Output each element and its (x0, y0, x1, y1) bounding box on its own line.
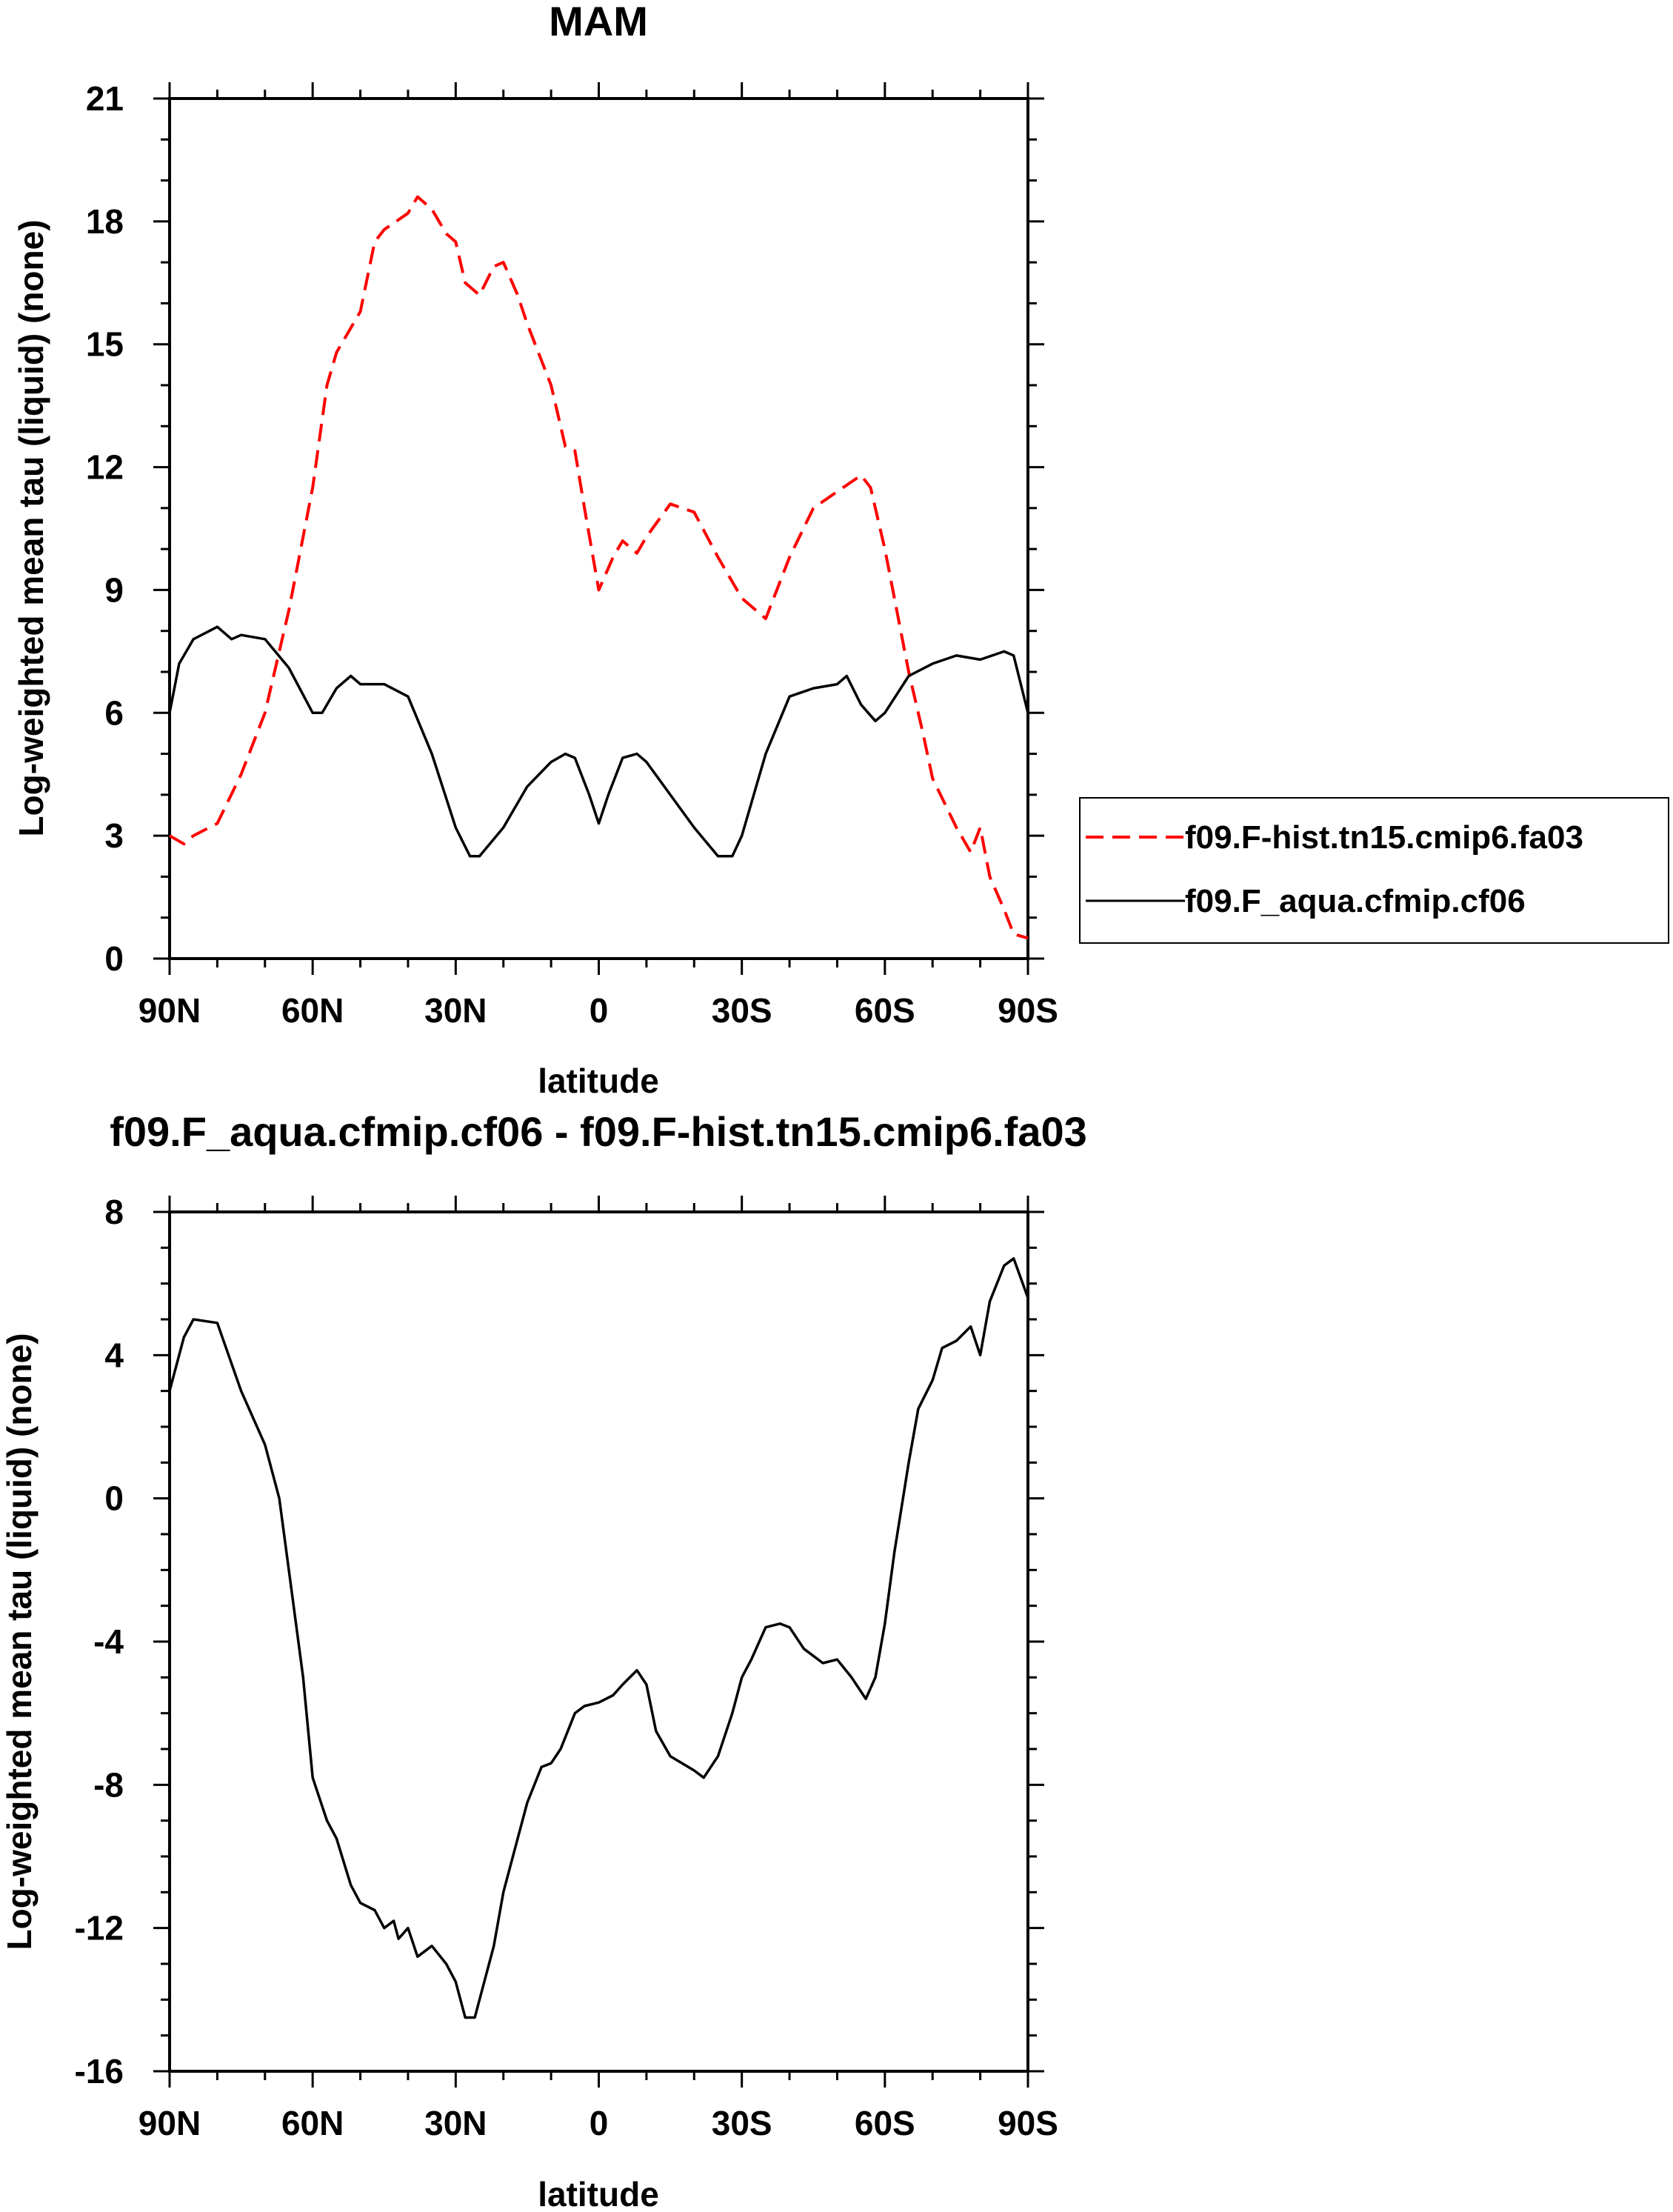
y-tick-label: -8 (93, 1765, 124, 1804)
y-tick-label: 3 (104, 816, 124, 855)
y-tick-label: 9 (104, 570, 124, 609)
y-tick-label: 12 (86, 448, 124, 487)
y-tick-label: 0 (104, 939, 124, 978)
y-tick-label: 8 (104, 1193, 124, 1231)
x-tick-label: 30N (424, 2104, 487, 2142)
x-tick-label: 90N (138, 2104, 201, 2142)
y-tick-label: -4 (93, 1622, 124, 1661)
y-tick-label: 15 (86, 325, 124, 364)
legend-box (1079, 797, 1669, 944)
top-plot-frame (168, 97, 1029, 960)
y-tick-label: -16 (75, 2052, 124, 2091)
legend-label-fa03: f09.F-hist.tn15.cmip6.fa03 (1185, 819, 1583, 856)
x-tick-label: 60S (855, 2104, 915, 2142)
x-tick-label: 0 (590, 2104, 609, 2142)
x-tick-label: 0 (590, 991, 609, 1030)
x-tick-label: 90S (998, 991, 1058, 1030)
y-tick-label: 4 (104, 1336, 124, 1374)
bottom-series-difference (168, 1257, 1029, 2019)
x-tick-label: 30S (712, 991, 772, 1030)
x-tick-label: 60N (281, 2104, 344, 2142)
top-plot-title: MAM (549, 0, 648, 44)
y-tick-label: 21 (86, 79, 124, 118)
bottom-y-axis-title: Log-weighted mean tau (liquid) (none) (0, 1333, 39, 1950)
bottom-x-axis-title: latitude (538, 2175, 659, 2212)
top-series-f09-f-hist-tn15-cmip6-fa03 (169, 195, 1029, 940)
x-tick-label: 30N (424, 991, 487, 1030)
bottom-plot: 90N 60N 30N 0 30S 60S 90S -16 -12 -8 -4 0 4 8 (75, 1193, 1058, 2142)
y-tick-label: 0 (104, 1479, 124, 1518)
y-tick-label: 6 (104, 693, 124, 732)
bottom-plot-title: f09.F_aqua.cfmip.cf06 - f09.F-hist.tn15.… (110, 1108, 1087, 1155)
x-tick-label: 60N (281, 991, 344, 1030)
top-y-axis-title: Log-weighted mean tau (liquid) (none) (12, 219, 50, 836)
x-tick-label: 30S (712, 2104, 772, 2142)
x-tick-label: 60S (855, 991, 915, 1030)
x-tick-label: 90S (998, 2104, 1058, 2142)
legend-label-cf06: f09.F_aqua.cfmip.cf06 (1185, 883, 1526, 919)
x-tick-label: 90N (138, 991, 201, 1030)
top-plot: 90N 60N 30N 0 30S 60S 90S 0 3 6 9 12 15 18 21 (86, 79, 1058, 1030)
y-tick-label: -12 (75, 1909, 124, 1948)
top-x-axis-title: latitude (538, 1062, 659, 1100)
top-series-f09-f-aqua-cfmip-cf06 (168, 625, 1029, 858)
y-tick-label: 18 (86, 202, 124, 241)
legend: f09.F-hist.tn15.cmip6.fa03 f09.F_aqua.cf… (1079, 797, 1669, 944)
